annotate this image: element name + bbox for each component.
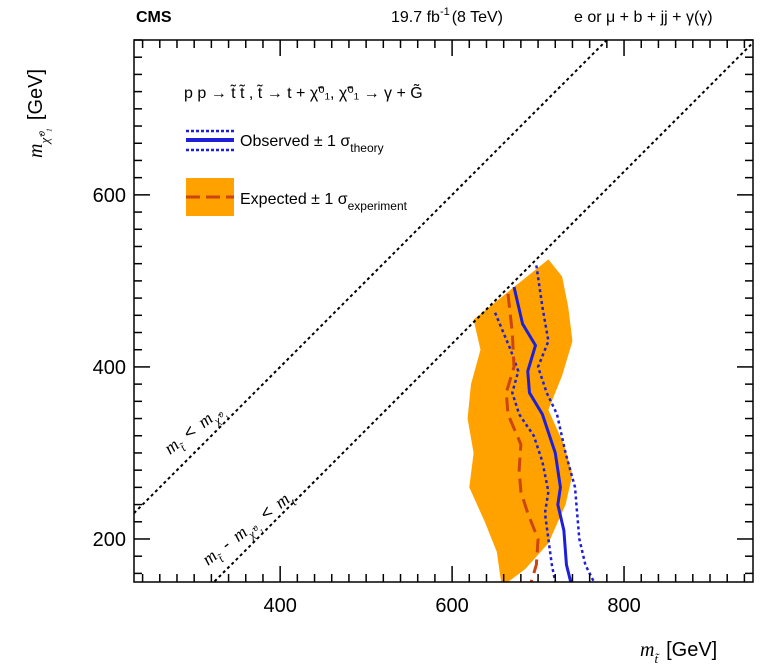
y-axis-label: mχ̃⁰₁[GeV] (25, 69, 52, 158)
x-tick-label: 800 (607, 595, 640, 617)
legend-process-text: p p → t̃ t̃ , t̃ → t + χ̃⁰₁, χ̃⁰₁ → γ + … (184, 82, 423, 102)
x-tick-label: 600 (435, 595, 468, 617)
plot-frame (133, 39, 754, 583)
diag2-text: mt̃-mχ̃⁰₁<mt (198, 486, 299, 573)
diagonal-mass-equal (134, 40, 609, 514)
channel-label: e or μ + b + jj + γ(γ) (574, 9, 713, 26)
diagonal-top-mass (212, 41, 753, 582)
luminosity-label: 19.7 fb-1 (8 TeV) (391, 6, 503, 26)
legend-expected-label: Expected ± 1 σexperiment (240, 191, 408, 213)
x-tick-label: 400 (263, 595, 296, 617)
plot-area (134, 40, 753, 582)
series-observed (512, 286, 573, 582)
diag2-annotation: mt̃-mχ̃⁰₁<mt (198, 486, 299, 573)
series-layer (493, 265, 596, 582)
legend: p p → t̃ t̃ , t̃ → t + χ̃⁰₁, χ̃⁰₁ → γ + … (184, 82, 423, 216)
y-tick-label: 200 (93, 529, 126, 551)
legend-observed-label: Observed ± 1 σtheory (240, 133, 384, 155)
x-axis-label: mt̃ [GeV] (640, 639, 717, 666)
legend-observed-swatch (186, 138, 234, 142)
experiment-label: CMS (136, 9, 172, 26)
series-expected (504, 293, 540, 582)
y-tick-label: 400 (93, 357, 126, 379)
expected-band (467, 259, 573, 582)
y-tick-label: 600 (93, 185, 126, 207)
axis-ticks: 400 600 800 200 400 600 (93, 39, 753, 617)
series-observed-1-theory (535, 265, 596, 582)
